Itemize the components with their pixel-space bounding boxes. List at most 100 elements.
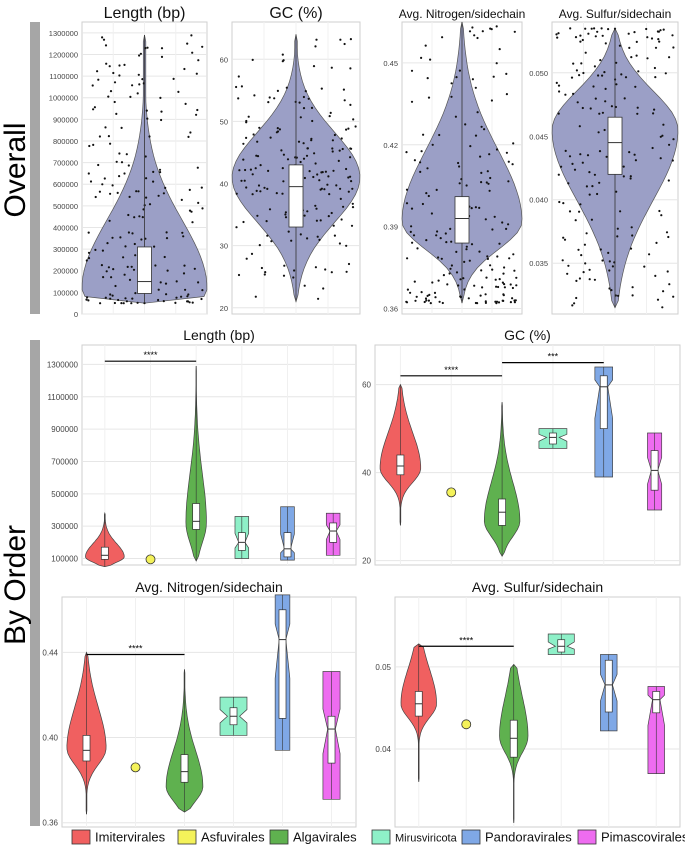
- y-tick-label: 40: [362, 469, 371, 478]
- data-point: [109, 293, 112, 296]
- data-point: [557, 84, 561, 87]
- data-point: [319, 188, 322, 191]
- data-point: [588, 278, 591, 281]
- data-point: [127, 164, 130, 167]
- by-order-section-bar: [30, 340, 40, 826]
- data-point: [319, 219, 322, 222]
- data-point: [608, 269, 611, 272]
- data-point: [260, 266, 263, 270]
- data-point: [331, 150, 334, 153]
- data-point: [509, 283, 512, 286]
- data-point: [312, 175, 315, 179]
- data-point: [93, 106, 96, 109]
- box: [599, 375, 608, 429]
- data-point: [428, 293, 431, 296]
- data-point: [351, 187, 354, 190]
- legend-label-pimascovirales: Pimascovirales: [601, 830, 685, 845]
- y-tick-label: 60: [362, 381, 371, 390]
- data-point: [652, 112, 655, 115]
- data-point: [618, 44, 622, 47]
- data-point: [458, 165, 461, 168]
- data-point: [269, 136, 272, 139]
- panel-overall_sulfur: Avg. Sulfur/sidechain 0.035 0.040 0.045 0.05…: [529, 7, 679, 315]
- data-point: [339, 197, 342, 200]
- data-point: [636, 112, 639, 115]
- data-point: [240, 179, 243, 182]
- data-point: [195, 113, 198, 116]
- data-point: [501, 281, 504, 284]
- data-point: [235, 226, 238, 229]
- panel-title: Length (bp): [183, 327, 255, 343]
- data-point: [128, 195, 131, 198]
- data-point: [658, 40, 661, 43]
- data-point: [495, 300, 499, 303]
- data-point: [580, 62, 583, 65]
- y-tick-label: 0.45: [383, 59, 398, 68]
- data-point: [619, 210, 622, 213]
- data-point: [302, 157, 306, 160]
- data-point: [405, 202, 409, 205]
- data-point: [583, 243, 587, 246]
- data-point: [573, 302, 576, 305]
- data-point: [645, 27, 648, 31]
- data-point: [94, 248, 97, 251]
- data-point: [590, 27, 593, 30]
- data-point: [513, 269, 516, 272]
- data-point: [347, 127, 350, 130]
- data-point: [97, 78, 100, 81]
- data-point: [116, 191, 119, 194]
- data-point: [503, 283, 506, 286]
- y-tick-label: 500000: [51, 490, 78, 499]
- data-point: [474, 134, 478, 137]
- data-point: [631, 234, 634, 237]
- data-point: [154, 264, 157, 267]
- data-point: [101, 36, 104, 39]
- data-point: [266, 234, 269, 237]
- data-point: [577, 248, 580, 251]
- data-point: [245, 136, 248, 139]
- data-point: [480, 171, 483, 174]
- data-point: [588, 268, 591, 271]
- data-point: [574, 36, 578, 39]
- data-point: [623, 97, 626, 100]
- data-point: [162, 300, 165, 303]
- data-point: [111, 184, 114, 187]
- data-point: [608, 260, 611, 263]
- data-point: [244, 168, 247, 172]
- data-point: [318, 238, 321, 241]
- data-point: [333, 133, 336, 137]
- y-tick-label: 0.045: [529, 132, 548, 141]
- data-point: [485, 276, 488, 279]
- data-point: [157, 194, 160, 197]
- data-point: [643, 265, 646, 268]
- data-point: [437, 279, 440, 282]
- data-point: [351, 202, 354, 205]
- y-tick-label: 0.36: [383, 305, 398, 314]
- data-point: [425, 299, 428, 302]
- data-point: [421, 202, 424, 206]
- data-point: [584, 27, 587, 30]
- data-point: [163, 255, 166, 259]
- data-point: [424, 44, 427, 47]
- data-point: [634, 85, 637, 88]
- data-point: [240, 85, 243, 88]
- data-point: [662, 123, 665, 126]
- data-point: [101, 183, 104, 186]
- data-point: [579, 203, 582, 206]
- y-tick-label: 100000: [51, 555, 78, 564]
- data-point: [135, 190, 138, 193]
- data-point: [315, 219, 318, 222]
- y-tick-label: 800000: [53, 137, 78, 146]
- data-point: [480, 269, 483, 272]
- data-point: [245, 121, 248, 124]
- data-point: [314, 204, 317, 207]
- data-point: [254, 167, 257, 170]
- data-point: [123, 172, 126, 175]
- data-point: [637, 70, 640, 73]
- data-point: [594, 97, 597, 100]
- data-point: [188, 188, 191, 191]
- y-tick-label: 0: [74, 310, 78, 319]
- data-point: [172, 77, 175, 80]
- data-point: [657, 38, 660, 41]
- data-point: [502, 294, 505, 297]
